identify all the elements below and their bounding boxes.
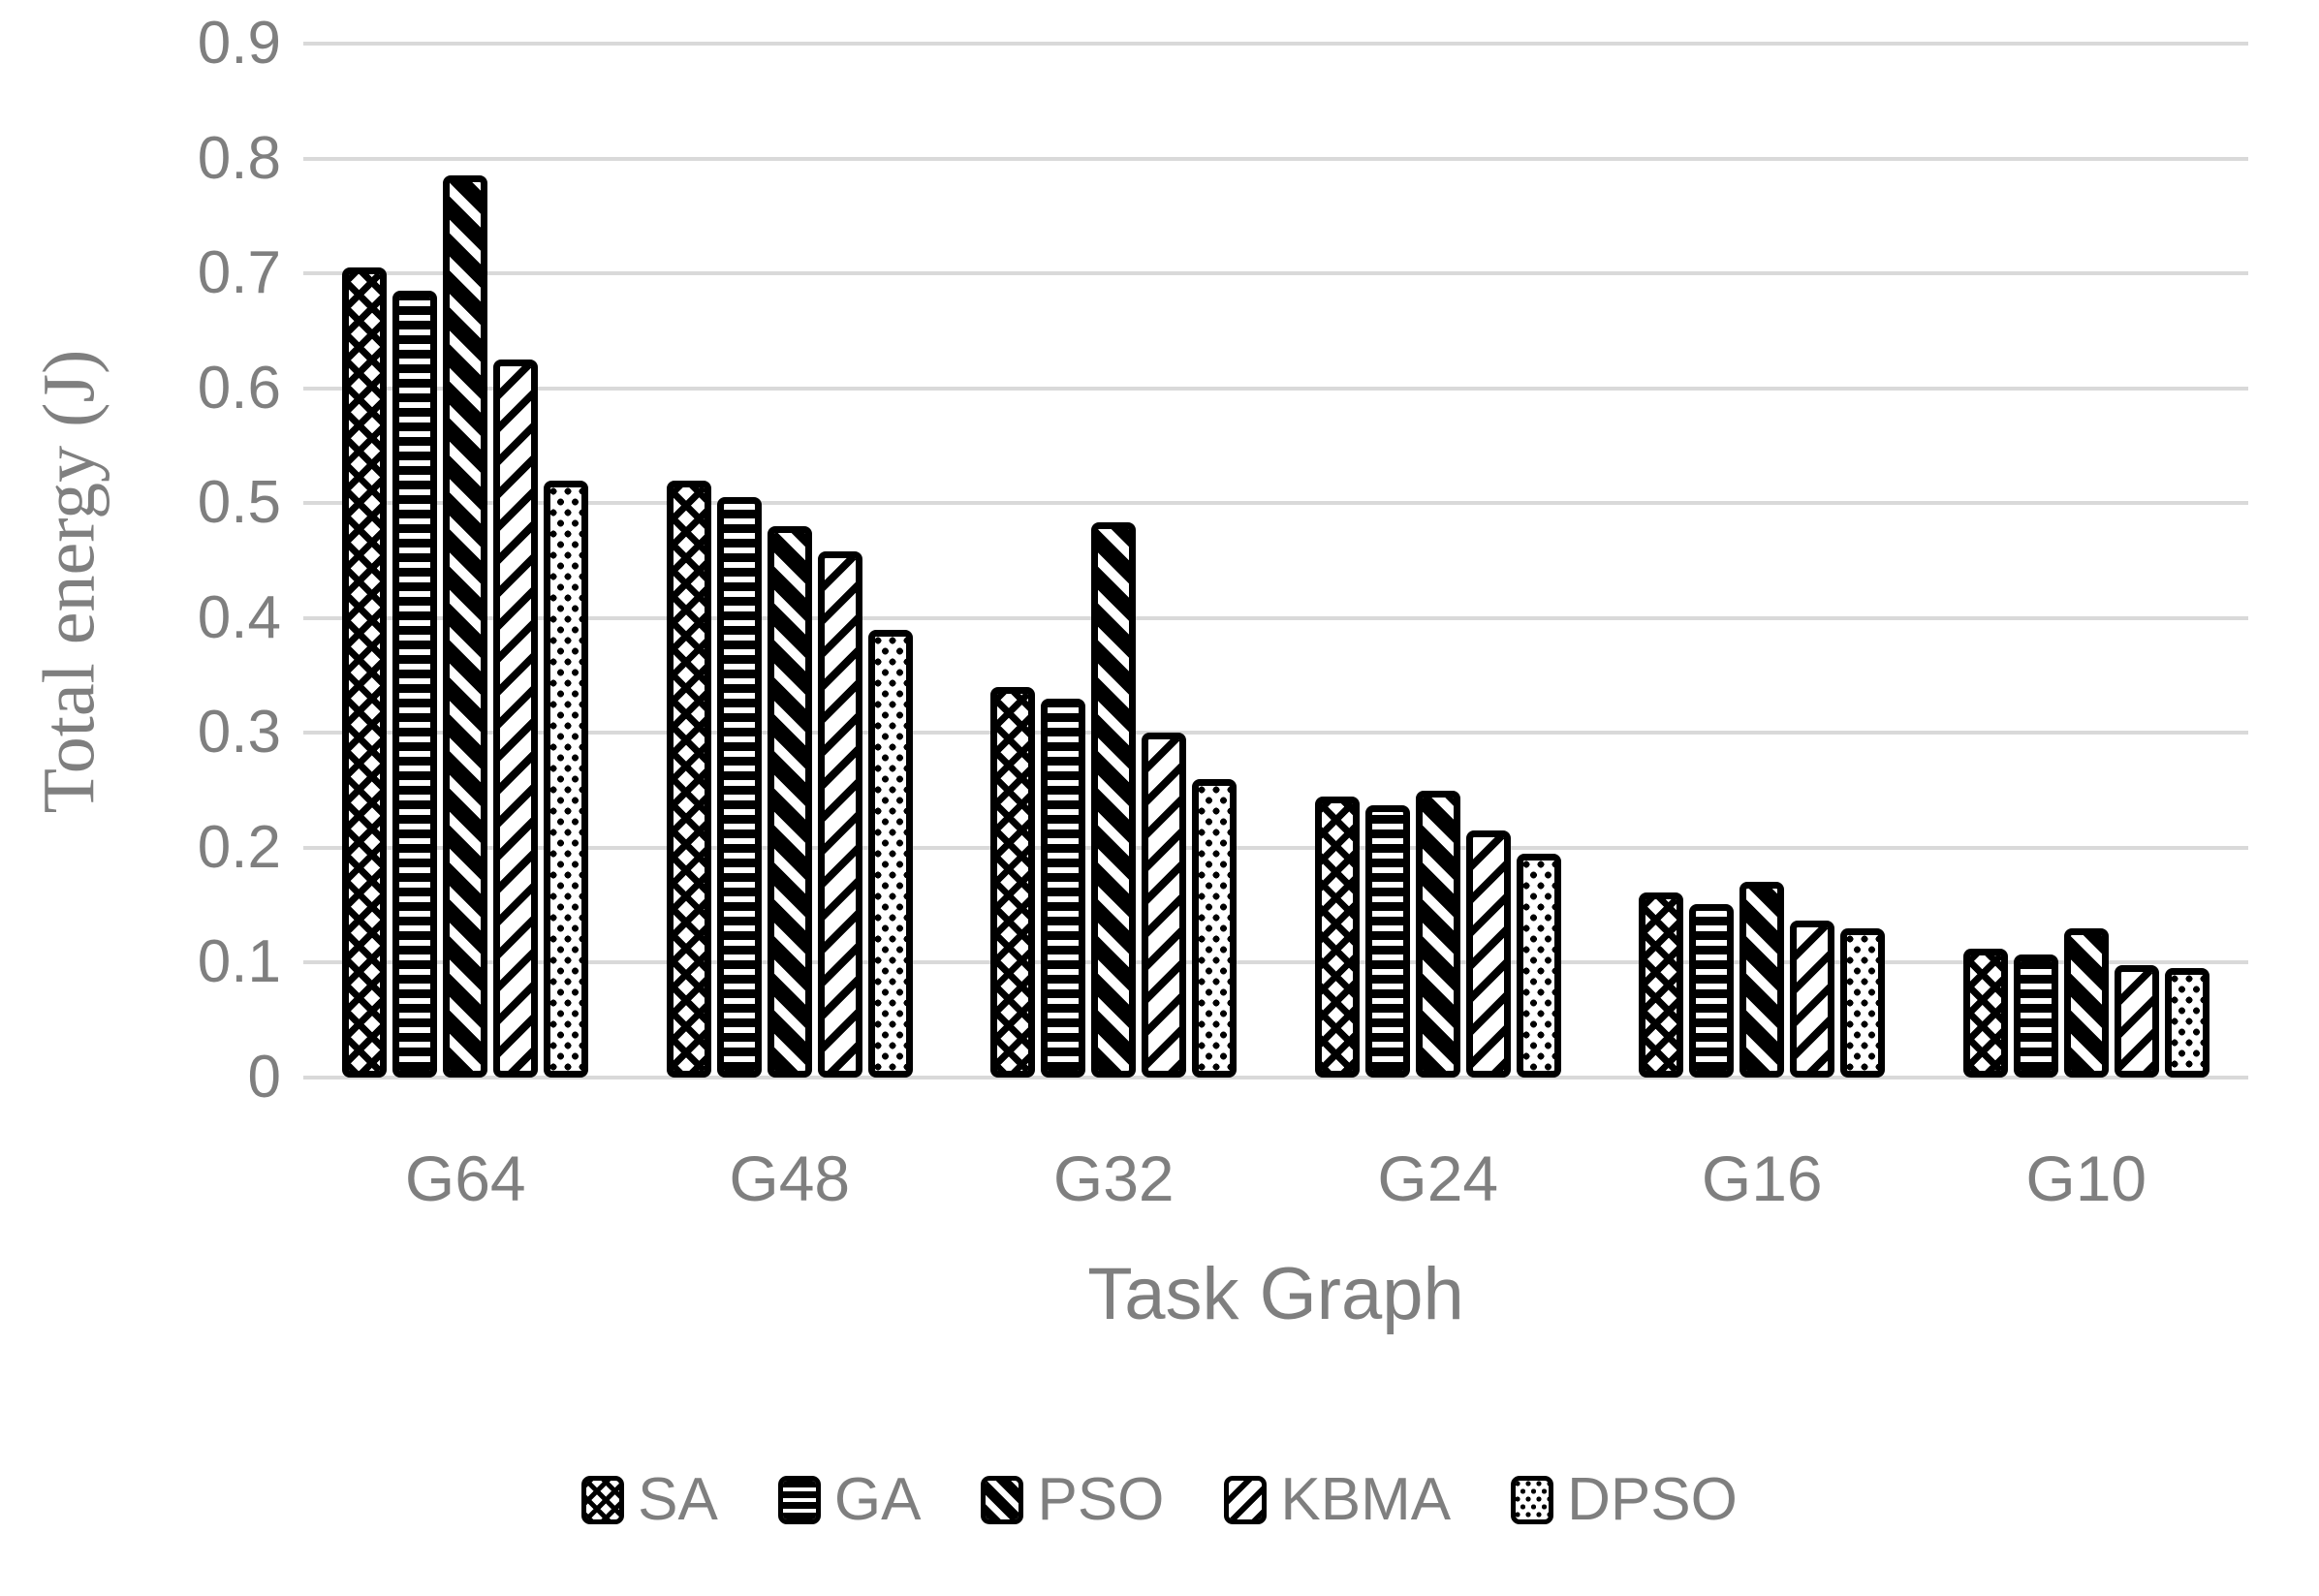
legend-swatch-ga bbox=[777, 1475, 821, 1524]
bar-dpso-g16 bbox=[1840, 927, 1886, 1078]
bar-kbma-g10 bbox=[2114, 964, 2159, 1078]
bar-dpso-g48 bbox=[867, 629, 913, 1078]
bar-kbma-g16 bbox=[1790, 920, 1835, 1078]
bar-sa-g64 bbox=[342, 267, 388, 1078]
legend-item-sa: SA bbox=[581, 1465, 718, 1534]
bar-pso-g32 bbox=[1091, 522, 1137, 1078]
bar-ga-g48 bbox=[716, 497, 762, 1078]
bar-kbma-g24 bbox=[1465, 830, 1511, 1078]
legend-swatch-dpso bbox=[1511, 1475, 1554, 1524]
gridline-0.7 bbox=[303, 271, 2248, 276]
bar-sa-g16 bbox=[1639, 892, 1684, 1078]
bar-pso-g16 bbox=[1739, 882, 1785, 1078]
bar-sa-g32 bbox=[990, 686, 1036, 1078]
x-category-label-g32: G32 bbox=[1052, 1142, 1175, 1214]
gridline-0 bbox=[303, 1076, 2248, 1080]
bar-ga-g32 bbox=[1041, 698, 1086, 1078]
bar-pso-g64 bbox=[443, 175, 488, 1078]
y-tick-label-0: 0 bbox=[247, 1044, 281, 1111]
bar-dpso-g10 bbox=[2164, 968, 2209, 1078]
bar-pso-g24 bbox=[1415, 790, 1460, 1078]
legend-item-pso: PSO bbox=[981, 1465, 1164, 1534]
bar-ga-g24 bbox=[1364, 805, 1410, 1078]
y-tick-label-0.9: 0.9 bbox=[197, 10, 281, 77]
gridline-0.5 bbox=[303, 501, 2248, 506]
bar-ga-g10 bbox=[2013, 954, 2058, 1078]
y-tick-label-0.8: 0.8 bbox=[197, 124, 281, 192]
bar-dpso-g64 bbox=[544, 480, 589, 1078]
bar-kbma-g32 bbox=[1142, 733, 1187, 1078]
legend-item-dpso: DPSO bbox=[1511, 1465, 1738, 1534]
plot-area bbox=[303, 42, 2248, 1080]
y-tick-label-0.3: 0.3 bbox=[197, 699, 281, 767]
bar-sa-g24 bbox=[1314, 796, 1360, 1078]
legend-label-ga: GA bbox=[833, 1466, 922, 1533]
bar-ga-g16 bbox=[1689, 903, 1735, 1078]
legend-label-dpso: DPSO bbox=[1567, 1466, 1738, 1533]
x-category-label-g16: G16 bbox=[1701, 1142, 1823, 1214]
legend-swatch-kbma bbox=[1224, 1475, 1268, 1524]
gridline-0.4 bbox=[303, 615, 2248, 620]
legend: SA GA PSO KBMA DPSO bbox=[0, 1465, 2319, 1534]
y-tick-label-0.1: 0.1 bbox=[197, 928, 281, 996]
y-tick-label-0.6: 0.6 bbox=[197, 354, 281, 422]
x-category-label-g48: G48 bbox=[729, 1142, 851, 1214]
y-tick-label-0.2: 0.2 bbox=[197, 813, 281, 881]
bar-dpso-g32 bbox=[1192, 778, 1238, 1078]
y-tick-label-0.4: 0.4 bbox=[197, 583, 281, 651]
y-tick-label-0.7: 0.7 bbox=[197, 239, 281, 307]
bar-pso-g10 bbox=[2063, 927, 2109, 1078]
x-category-label-g24: G24 bbox=[1377, 1142, 1499, 1214]
gridline-0.6 bbox=[303, 386, 2248, 391]
bar-dpso-g24 bbox=[1516, 853, 1561, 1078]
legend-item-kbma: KBMA bbox=[1224, 1465, 1451, 1534]
legend-label-kbma: KBMA bbox=[1280, 1466, 1452, 1533]
bar-sa-g48 bbox=[666, 480, 711, 1078]
legend-swatch-pso bbox=[981, 1475, 1024, 1524]
gridline-0.3 bbox=[303, 731, 2248, 735]
legend-swatch-sa bbox=[581, 1475, 625, 1524]
bar-sa-g10 bbox=[1962, 949, 2008, 1078]
bar-kbma-g48 bbox=[817, 551, 862, 1078]
bar-pso-g48 bbox=[767, 525, 812, 1078]
x-category-label-g10: G10 bbox=[2025, 1142, 2147, 1214]
legend-label-pso: PSO bbox=[1037, 1466, 1165, 1533]
y-tick-label-0.5: 0.5 bbox=[197, 469, 281, 537]
legend-label-sa: SA bbox=[638, 1466, 718, 1533]
gridline-0.2 bbox=[303, 845, 2248, 850]
x-category-label-g64: G64 bbox=[404, 1142, 526, 1214]
gridline-0.1 bbox=[303, 960, 2248, 965]
bar-ga-g64 bbox=[392, 290, 438, 1078]
gridline-0.9 bbox=[303, 42, 2248, 46]
legend-item-ga: GA bbox=[777, 1465, 922, 1534]
x-axis-title: Task Graph bbox=[1087, 1253, 1464, 1335]
bar-kbma-g64 bbox=[493, 360, 539, 1078]
gridline-0.8 bbox=[303, 156, 2248, 161]
